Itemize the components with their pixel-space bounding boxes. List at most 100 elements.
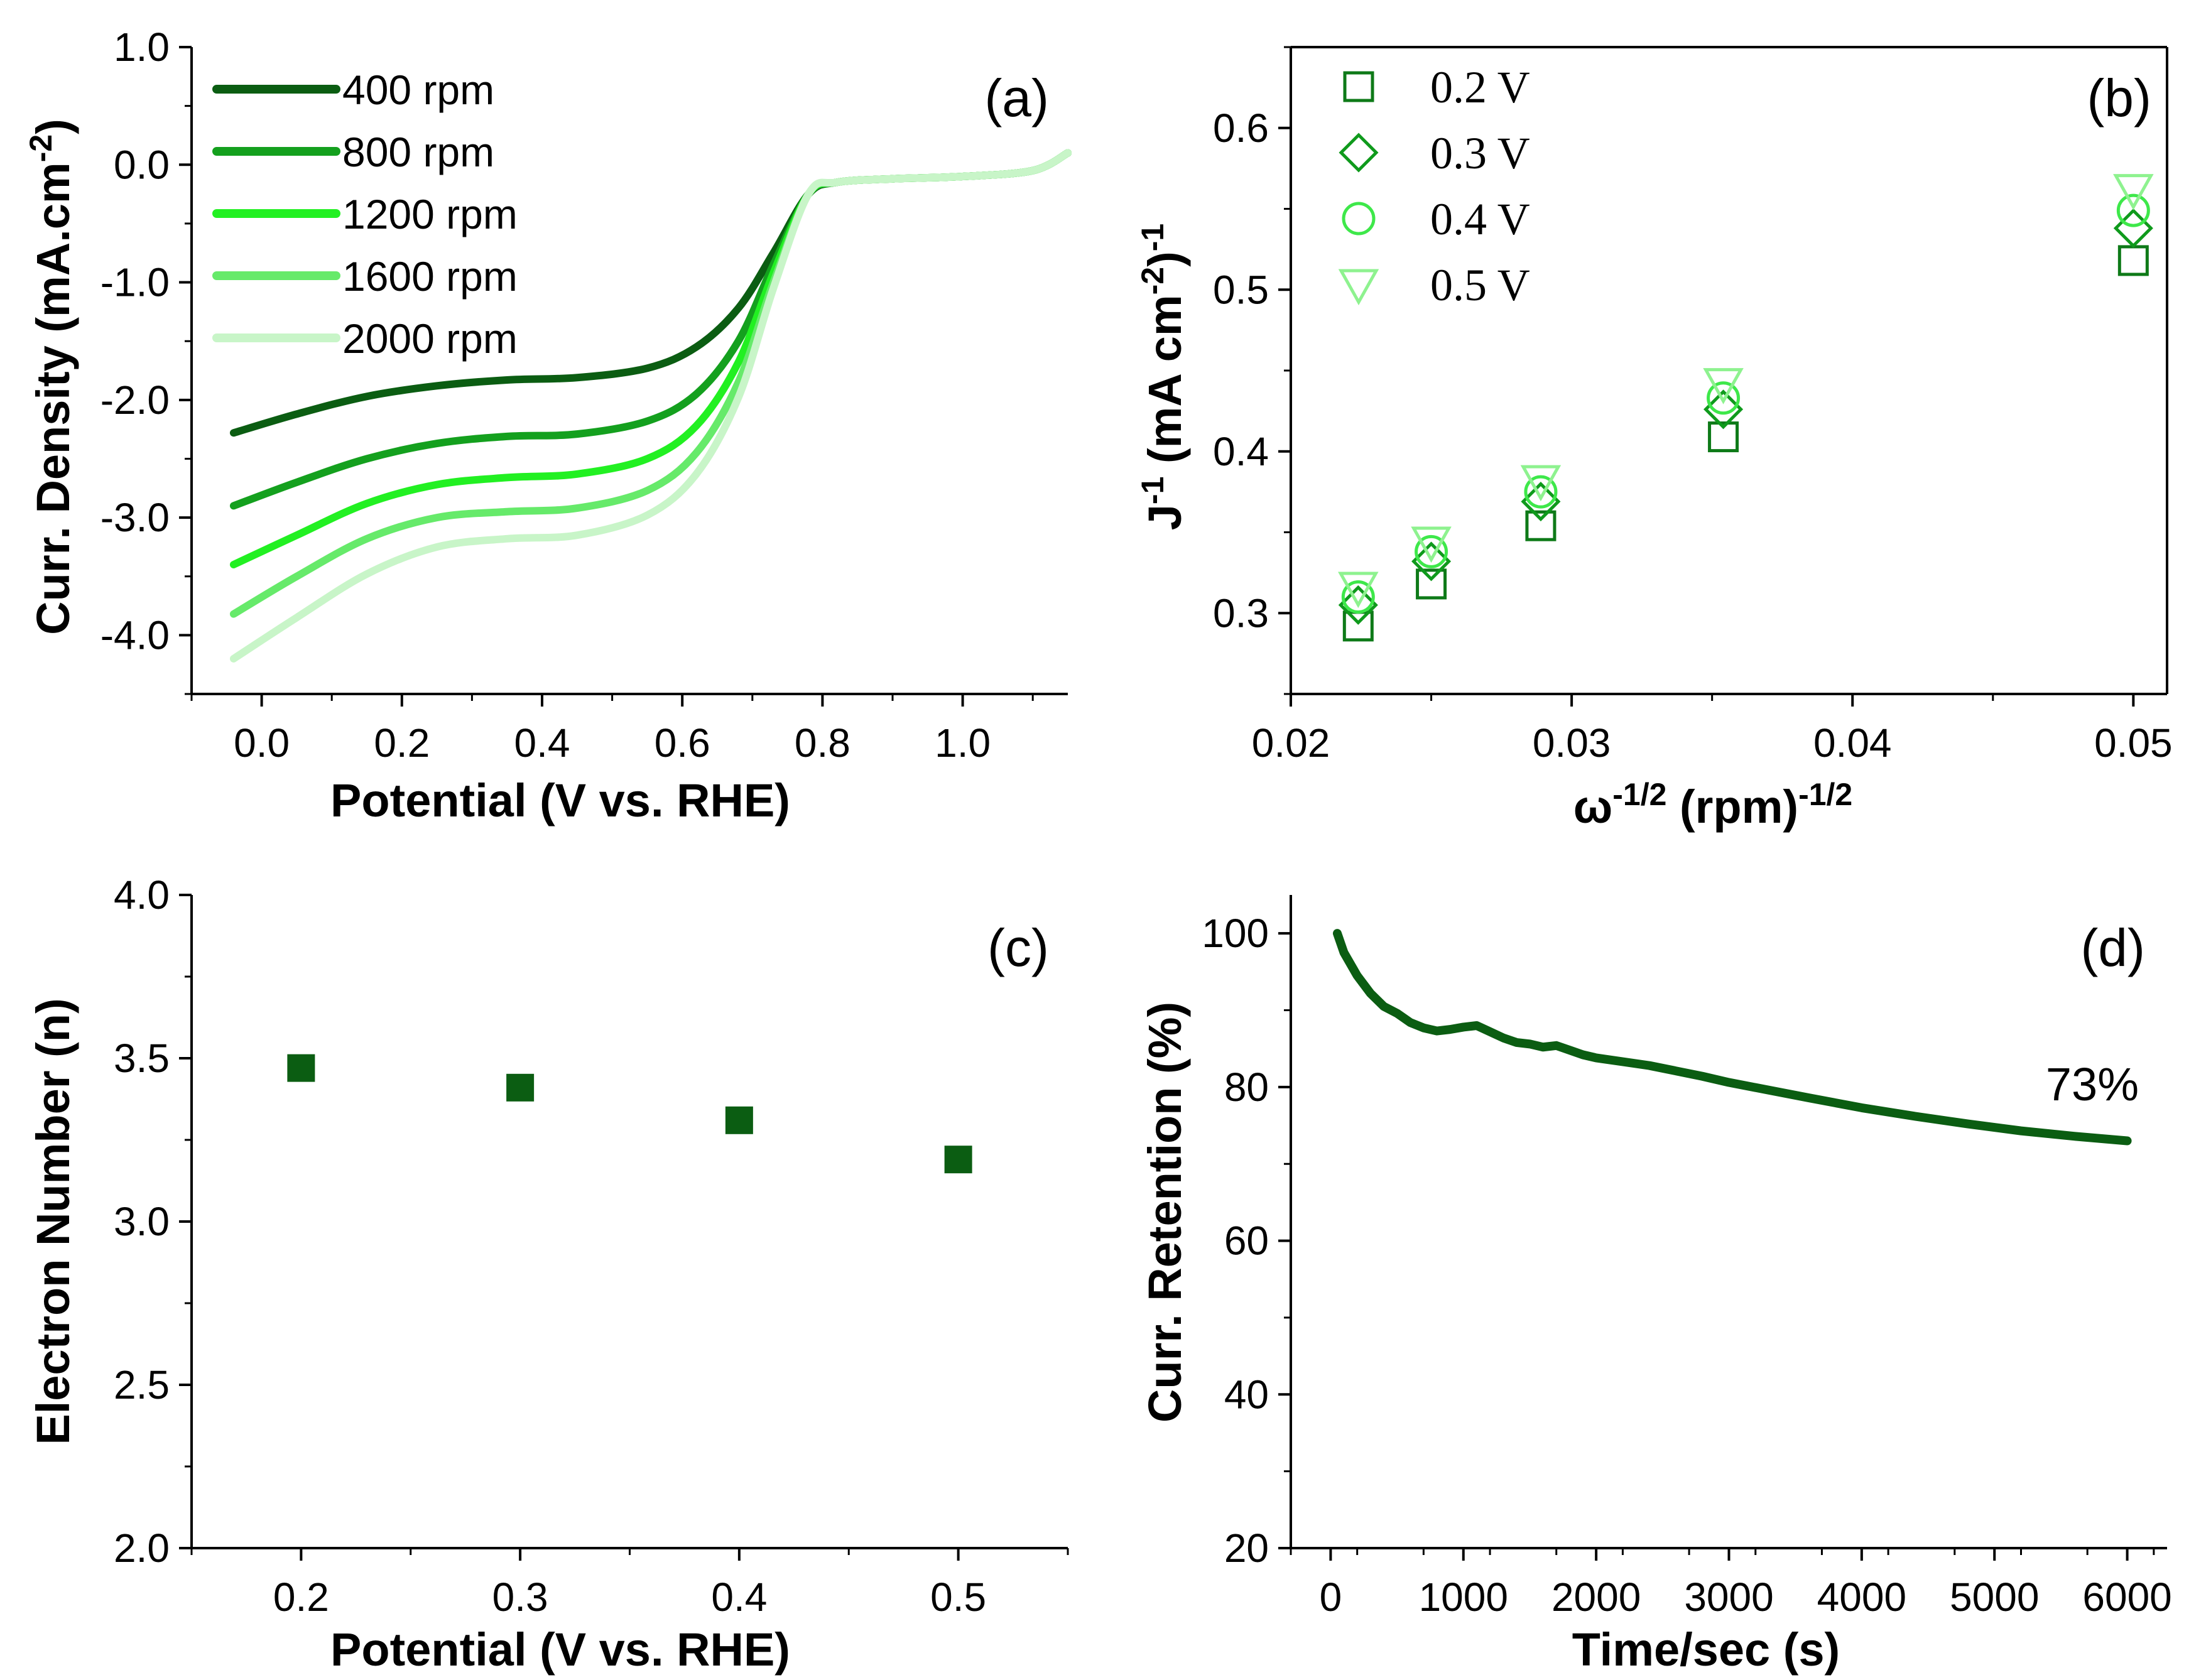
legend-marker-b-triangle-down (1338, 269, 1379, 306)
panel-label-d: (d) (2080, 918, 2145, 977)
y-tick-label-a: 0.0 (114, 142, 170, 187)
y-tick-label-c: 2.5 (114, 1362, 170, 1407)
y-tick-label-c: 2.0 (114, 1526, 170, 1571)
legend-label-b: 0.3 V (1430, 128, 1530, 178)
legend-label-b: 0.5 V (1430, 260, 1530, 310)
y-tick-label-a: -1.0 (101, 260, 170, 305)
legend-label-a: 1600 rpm (342, 253, 518, 300)
panel-c: (c) Potential (V vs. RHE) Electron Numbe… (27, 918, 1049, 1676)
data-point-b-triangle-down (1338, 572, 1379, 609)
data-point-b-triangle-down (1703, 368, 1744, 404)
legend-marker-b-circle (1342, 202, 1376, 236)
x-tick-label-d: 0 (1320, 1574, 1342, 1620)
y-tick-label-c: 3.5 (114, 1036, 170, 1081)
data-point-b-square (1416, 568, 1447, 600)
axes-d: 0 1000 2000 3000 4000 5000 6000 20 40 60 80 100 (1202, 895, 2172, 1620)
y-tick-label-d: 100 (1202, 911, 1269, 956)
y-tick-label-a: -4.0 (101, 612, 170, 658)
data-point-b-triangle-down (1520, 465, 1562, 502)
chart-marks: 0.0 0.2 0.4 0.6 0.8 1.0 1.0 0.0 -1.0 -2.0 -3.0 -4.0… (101, 24, 2173, 1620)
y-tick-label-b: 0.6 (1213, 106, 1269, 151)
x-tick-label-b: 0.04 (1813, 720, 1892, 766)
x-tick-label-d: 6000 (2082, 1574, 2171, 1620)
data-point-b-square (1525, 510, 1557, 541)
x-tick-label-a: 0.0 (234, 720, 290, 766)
retention-annotation: 73% (2046, 1058, 2139, 1110)
data-point-b-circle (2116, 193, 2150, 227)
y-tick-label-b: 0.4 (1213, 429, 1269, 474)
axes-c: 0.2 0.3 0.4 0.5 2.0 2.5 3.0 3.5 4.0 (114, 872, 1069, 1620)
y-axis-title-a: Curr. Density (mA.cm-2) (23, 119, 79, 635)
x-tick-label-b: 0.03 (1533, 720, 1611, 766)
x-tick-label-a: 0.8 (795, 720, 850, 766)
legend-marker-b-square (1343, 71, 1374, 102)
y-tick-label-a: -2.0 (101, 377, 170, 423)
x-tick-label-a: 0.6 (655, 720, 710, 766)
data-point-b-diamond (1411, 541, 1452, 582)
data-point-b-diamond (1338, 585, 1378, 625)
y-tick-label-c: 4.0 (114, 872, 170, 918)
panel-b: (b) ω-1/2 (rpm)-1/2 J-1 (mA cm-2)-1 (1135, 68, 2151, 833)
data-point-b-circle (1524, 475, 1558, 509)
legend-label-a: 2000 rpm (342, 315, 518, 362)
axes-b: 0.02 0.03 0.04 0.05 0.3 0.4 0.5 0.6 (1213, 46, 2173, 766)
x-tick-label-a: 0.2 (374, 720, 430, 766)
x-tick-label-c: 0.2 (273, 1574, 329, 1620)
x-tick-label-c: 0.4 (711, 1574, 767, 1620)
retention-line-d (1332, 929, 2132, 1146)
legend-b: 0.2 V 0.3 V 0.4 V 0.5 V (1338, 62, 1530, 310)
x-axis-title-a: Potential (V vs. RHE) (330, 774, 790, 826)
y-tick-label-c: 3.0 (114, 1199, 170, 1244)
legend-label-a: 800 rpm (342, 129, 494, 175)
y-axis-title-c: Electron Number (n) (27, 998, 79, 1444)
panel-label-b: (b) (2087, 68, 2151, 127)
y-tick-label-b: 0.5 (1213, 267, 1269, 312)
x-axis-title-b: ω-1/2 (rpm)-1/2 (1573, 777, 1853, 833)
data-point-c (725, 1106, 753, 1134)
legend-label-b: 0.2 V (1430, 62, 1530, 112)
legend-label-a: 1200 rpm (342, 191, 518, 237)
legend-label-b: 0.4 V (1430, 194, 1530, 244)
data-point-b-diamond (2113, 208, 2153, 248)
x-axis-title-d: Time/sec (s) (1572, 1623, 1840, 1676)
series-group-a (229, 149, 1072, 663)
data-point-b-diamond (1703, 389, 1744, 430)
data-point-c (506, 1073, 535, 1102)
data-point-b-triangle-down (1411, 526, 1452, 563)
panel-a: (a) Potential (V vs. RHE) Curr. Density … (23, 68, 1049, 826)
x-tick-label-b: 0.02 (1252, 720, 1330, 766)
x-tick-label-a: 0.4 (514, 720, 570, 766)
x-tick-label-d: 2000 (1551, 1574, 1641, 1620)
x-tick-label-c: 0.5 (930, 1574, 986, 1620)
series-line-a-2000-rpm (229, 149, 1072, 663)
data-point-c (944, 1146, 972, 1174)
x-tick-label-d: 5000 (1950, 1574, 2039, 1620)
data-point-b-circle (1707, 381, 1741, 415)
legend-label-a: 400 rpm (342, 67, 494, 113)
data-point-b-triangle-down (2113, 174, 2154, 210)
series-group-c (287, 1054, 972, 1174)
x-tick-label-d: 1000 (1419, 1574, 1508, 1620)
y-axis-title-b: J-1 (mA cm-2)-1 (1135, 224, 1191, 530)
data-point-c (287, 1054, 315, 1082)
panel-label-a: (a) (984, 68, 1049, 127)
axes-a: 0.0 0.2 0.4 0.6 0.8 1.0 1.0 0.0 -1.0 -2.0 -3.0 -4.0 (101, 24, 1068, 766)
x-tick-label-d: 3000 (1684, 1574, 1773, 1620)
data-point-b-circle (1415, 534, 1448, 568)
x-axis-title-c: Potential (V vs. RHE) (330, 1623, 790, 1676)
data-point-b-square (1708, 421, 1739, 453)
y-tick-label-b: 0.3 (1213, 590, 1269, 636)
y-tick-label-a: -3.0 (101, 495, 170, 540)
x-tick-label-b: 0.05 (2094, 720, 2173, 766)
panel-label-c: (c) (987, 918, 1049, 977)
legend-marker-b-diamond (1339, 133, 1379, 173)
legend-a: 400 rpm 800 rpm 1200 rpm 1600 rpm 2000 rpm (212, 67, 518, 362)
data-point-b-circle (1341, 580, 1375, 614)
y-tick-label-a: 1.0 (114, 24, 170, 70)
x-tick-label-a: 1.0 (935, 720, 991, 766)
y-tick-label-d: 80 (1224, 1065, 1269, 1110)
y-tick-label-d: 20 (1224, 1526, 1269, 1571)
x-tick-label-c: 0.3 (492, 1574, 548, 1620)
